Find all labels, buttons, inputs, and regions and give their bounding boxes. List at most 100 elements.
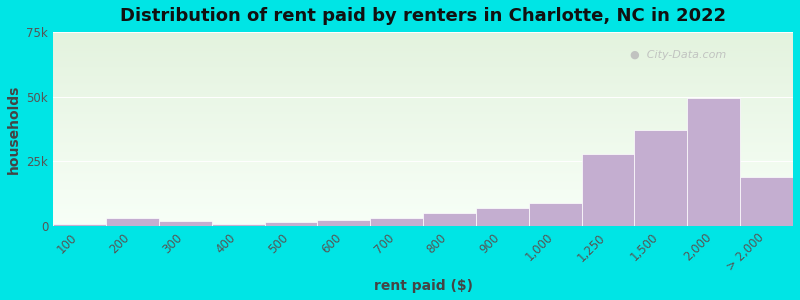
Bar [53,180,793,181]
Bar [53,160,793,161]
Bar [53,123,793,124]
Bar [53,217,793,218]
Bar [53,32,793,33]
X-axis label: rent paid ($): rent paid ($) [374,279,473,293]
Bar [53,212,793,213]
Bar [53,88,793,89]
Bar [53,101,793,102]
Bar [53,63,793,64]
Bar [53,97,793,98]
Bar [53,141,793,142]
Bar [53,202,793,203]
Bar [53,182,793,184]
Bar [53,211,793,212]
Bar [53,165,793,167]
Bar [53,142,793,143]
Bar [53,221,793,222]
Bar [53,178,793,180]
Bar [53,159,793,160]
Bar [53,58,793,59]
Bar [53,146,793,147]
Bar [53,75,793,76]
Bar [53,103,793,104]
Bar [53,189,793,190]
Bar [53,62,793,63]
Bar [53,106,793,107]
Bar [53,81,793,83]
Bar [53,199,793,200]
Bar [53,67,793,68]
Bar [53,115,793,116]
Bar [582,154,634,226]
Bar [53,207,793,208]
Bar [53,143,793,145]
Bar [53,204,793,206]
Bar [53,188,793,189]
Bar [53,79,793,80]
Bar [53,224,793,225]
Bar [53,213,793,214]
Bar [106,218,159,226]
Bar [53,130,793,132]
Bar [53,173,793,174]
Bar [53,119,793,120]
Bar [53,216,793,217]
Bar [53,44,793,45]
Bar [53,108,793,110]
Bar [53,52,793,53]
Bar [53,56,793,57]
Bar [53,186,793,188]
Bar [265,222,318,226]
Bar [53,102,793,103]
Bar [476,208,529,226]
Bar [53,198,793,199]
Bar [53,72,793,74]
Bar [53,53,793,54]
Bar [370,218,423,226]
Bar [53,158,793,159]
Bar [53,128,793,129]
Bar [53,57,793,58]
Bar [634,130,687,226]
Bar [53,163,793,164]
Bar [53,33,793,34]
Bar [53,174,793,176]
Bar [740,177,793,226]
Bar [53,46,793,48]
Bar [53,145,793,146]
Bar [53,82,793,84]
Y-axis label: households: households [7,84,21,174]
Bar [53,209,793,211]
Bar [53,138,793,140]
Bar [53,195,793,196]
Bar [53,147,793,148]
Bar [53,98,793,99]
Bar [53,41,793,42]
Bar [53,124,793,125]
Bar [53,107,793,108]
Bar [53,54,793,56]
Bar [53,203,793,204]
Bar [53,140,793,141]
Bar [53,134,793,136]
Bar [53,50,793,52]
Bar [53,70,793,71]
Bar [53,80,793,81]
Bar [53,208,793,209]
Bar [212,224,265,226]
Bar [53,152,793,154]
Bar [53,222,793,224]
Bar [53,129,793,130]
Bar [53,137,793,138]
Bar [53,49,793,50]
Bar [53,61,793,62]
Bar [53,194,793,195]
Bar [53,93,793,94]
Text: ●  City-Data.com: ● City-Data.com [630,50,726,60]
Bar [53,125,793,127]
Bar [53,112,793,114]
Bar [53,177,793,178]
Bar [53,168,793,169]
Bar [53,104,793,106]
Bar [53,90,793,92]
